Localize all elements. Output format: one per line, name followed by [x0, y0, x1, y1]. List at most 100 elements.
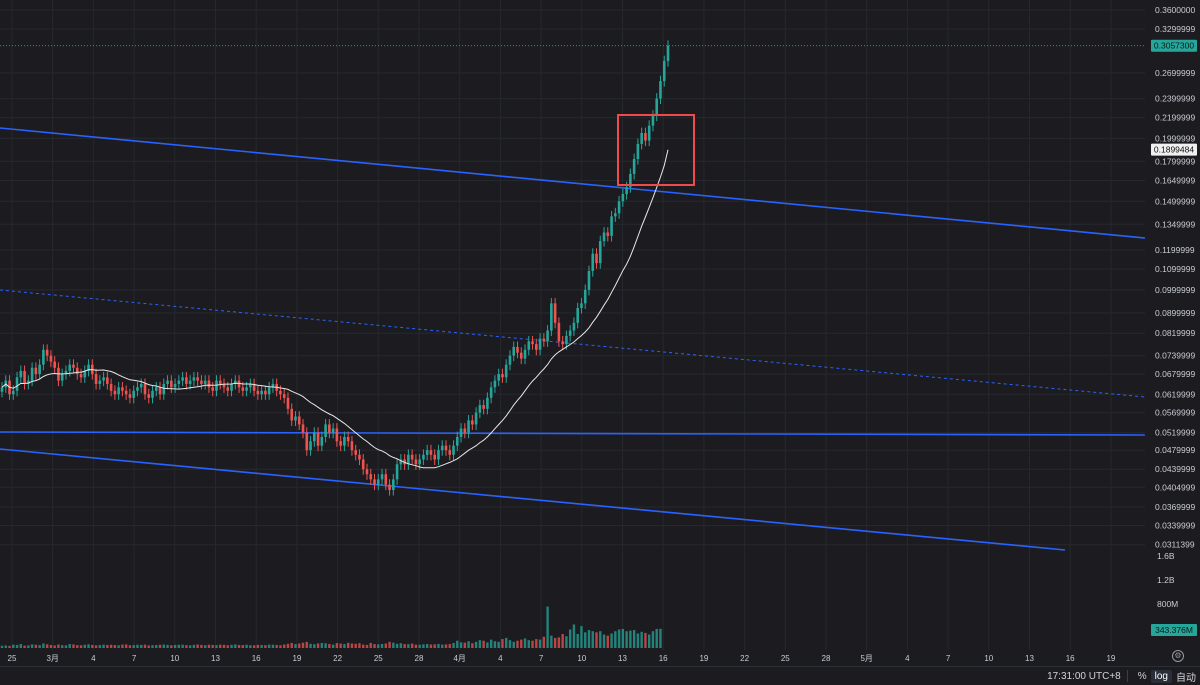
candle-body — [358, 454, 361, 460]
candle-body — [192, 377, 196, 381]
volume-bar — [437, 643, 440, 648]
candle-body — [572, 322, 576, 331]
volume-bar — [45, 644, 49, 648]
volume-bar — [644, 632, 647, 648]
volume-bar — [324, 643, 327, 648]
candle-body — [128, 394, 132, 398]
bottom-toolbar: 17:31:00 UTC+8 % log 自动 — [0, 666, 1200, 685]
volume-bar — [632, 630, 636, 648]
volume-bar — [143, 644, 147, 648]
volume-bar — [388, 641, 391, 648]
volume-bar — [350, 643, 354, 648]
volume-bar — [196, 644, 199, 648]
percent-scale-button[interactable]: % — [1137, 670, 1147, 682]
candle-body — [15, 377, 19, 391]
volume-tick-label: 1.2B — [1157, 575, 1175, 585]
price-chart[interactable]: 0.3600000 0.3299999 0.2699999 0.2399999 0.21… — [0, 0, 1200, 666]
volume-bar — [497, 641, 500, 648]
candle-body — [418, 459, 421, 465]
volume-bar — [158, 644, 162, 648]
candle-body — [546, 330, 549, 342]
candle-body — [309, 441, 312, 451]
volume-bar — [166, 644, 169, 648]
volume-bar — [241, 645, 245, 648]
candle-body — [335, 428, 339, 442]
volume-bar — [493, 641, 497, 648]
volume-bar — [557, 637, 561, 648]
y-tick-label: 0.0569999 — [1155, 408, 1195, 418]
candle-body — [60, 374, 64, 381]
candle-body — [482, 405, 485, 409]
volume-bar — [629, 630, 632, 648]
candle-body — [68, 364, 72, 371]
volume-bar — [136, 644, 139, 648]
candle-body — [553, 303, 557, 323]
volume-bar — [68, 644, 71, 648]
volume-bar — [109, 644, 113, 648]
volume-bar — [53, 645, 56, 648]
volume-bar — [380, 643, 384, 648]
volume-bar — [290, 642, 293, 648]
volume-bar — [640, 631, 643, 648]
log-scale-button[interactable]: log — [1150, 669, 1172, 683]
x-tick-label: 13 — [1025, 654, 1034, 663]
y-tick-label: 0.2199999 — [1155, 113, 1195, 123]
volume-bar — [384, 643, 387, 648]
candle-body — [557, 322, 561, 342]
volume-bar — [162, 644, 165, 648]
candle-body — [516, 346, 519, 353]
candle-body — [203, 380, 207, 384]
volume-bar — [237, 644, 241, 648]
settings-gear-icon[interactable]: ⚙ — [1172, 650, 1184, 662]
candle-body — [463, 428, 467, 433]
x-tick-label: 3月 — [46, 654, 58, 663]
volume-bar — [177, 644, 181, 648]
volume-bar — [328, 643, 331, 648]
candle-body — [467, 420, 470, 433]
candle-body — [527, 341, 531, 350]
candle-body — [45, 349, 49, 356]
volume-bar — [636, 633, 640, 648]
x-tick-label: 28 — [415, 654, 424, 663]
time-label: 17:31:00 UTC+8 — [1047, 670, 1121, 682]
volume-bar — [538, 639, 542, 648]
volume-bar — [76, 645, 79, 648]
volume-bar — [298, 643, 301, 648]
volume-bar — [339, 643, 342, 648]
auto-scale-button[interactable]: 自动 — [1176, 672, 1196, 684]
volume-bar — [471, 643, 474, 648]
volume-bar — [414, 644, 418, 648]
candle-body — [113, 390, 117, 395]
volume-bar — [87, 644, 90, 648]
volume-bar — [546, 606, 549, 648]
candle-body — [640, 133, 643, 144]
volume-bar — [147, 645, 150, 648]
volume-bar — [57, 644, 60, 648]
volume-bar — [64, 645, 68, 648]
candle-body — [260, 390, 263, 395]
candle-body — [294, 416, 297, 421]
candle-body — [121, 387, 124, 391]
candle-body — [98, 380, 102, 384]
candle-body — [629, 173, 632, 188]
candle-body — [659, 81, 662, 99]
volume-tick-label: 1.6B — [1157, 551, 1175, 561]
candle-body — [343, 436, 346, 446]
candle-body — [486, 397, 489, 409]
volume-bar — [260, 644, 263, 648]
candle-body — [523, 349, 527, 359]
candle-body — [218, 380, 222, 384]
volume-bar — [226, 645, 229, 648]
x-tick-label: 19 — [1106, 654, 1115, 663]
volume-bar — [12, 644, 15, 648]
volume-bar — [316, 643, 320, 648]
candle-body — [170, 380, 173, 388]
y-tick-label: 0.0819999 — [1155, 328, 1195, 338]
candle-body — [185, 377, 188, 384]
y-tick-label: 0.1499999 — [1155, 196, 1195, 206]
separator — [1126, 670, 1128, 682]
candle-body — [437, 450, 440, 460]
candle-body — [459, 428, 463, 437]
candle-body — [38, 364, 41, 375]
volume-bar — [369, 642, 372, 648]
